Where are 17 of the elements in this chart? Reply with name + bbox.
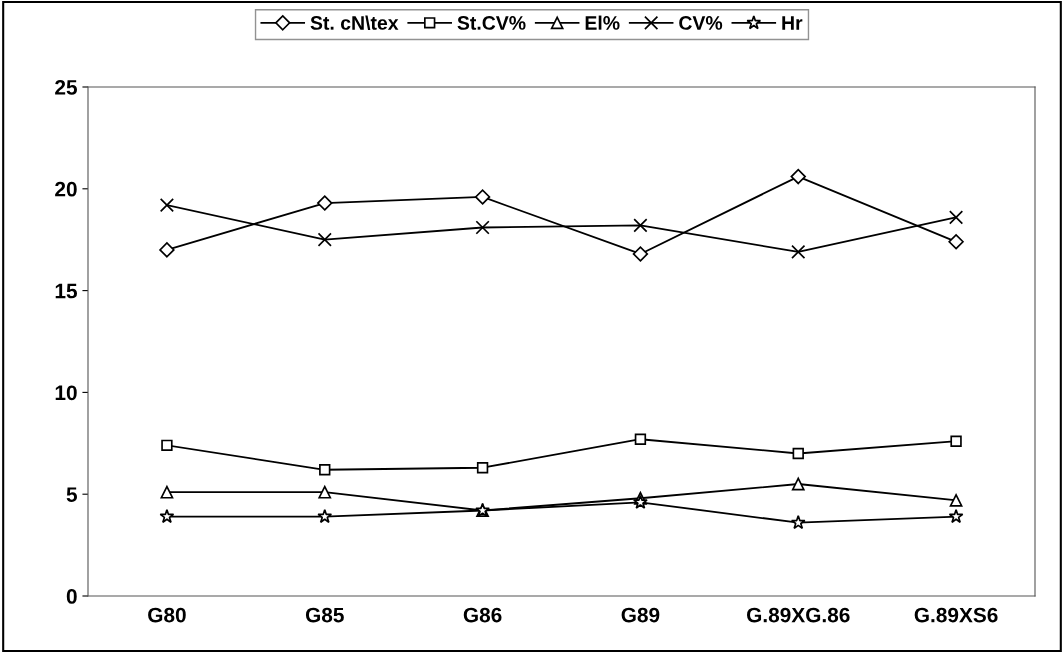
x-tick-label: G86 [463, 607, 502, 623]
y-tick-label: 25 [55, 80, 78, 95]
x-tick-label: G.89XG.86 [747, 607, 850, 623]
legend-label: St. cN\tex [310, 15, 399, 31]
legend-label: CV% [679, 16, 723, 30]
y-tick-label: 10 [55, 385, 77, 401]
x-tick-label: G89 [621, 607, 660, 623]
x-tick-label: G.89XS6 [914, 607, 998, 623]
y-tick-label: 20 [55, 181, 77, 197]
x-tick-label: G85 [305, 607, 344, 623]
y-tick-label: 0 [66, 589, 77, 604]
legend-label: St.CV% [457, 16, 526, 30]
y-tick-label: 15 [55, 283, 78, 299]
y-tick-label: 5 [66, 487, 77, 502]
legend-label: Hr [782, 16, 803, 30]
legend-label: El% [585, 15, 620, 30]
x-tick-label: G80 [148, 607, 186, 623]
